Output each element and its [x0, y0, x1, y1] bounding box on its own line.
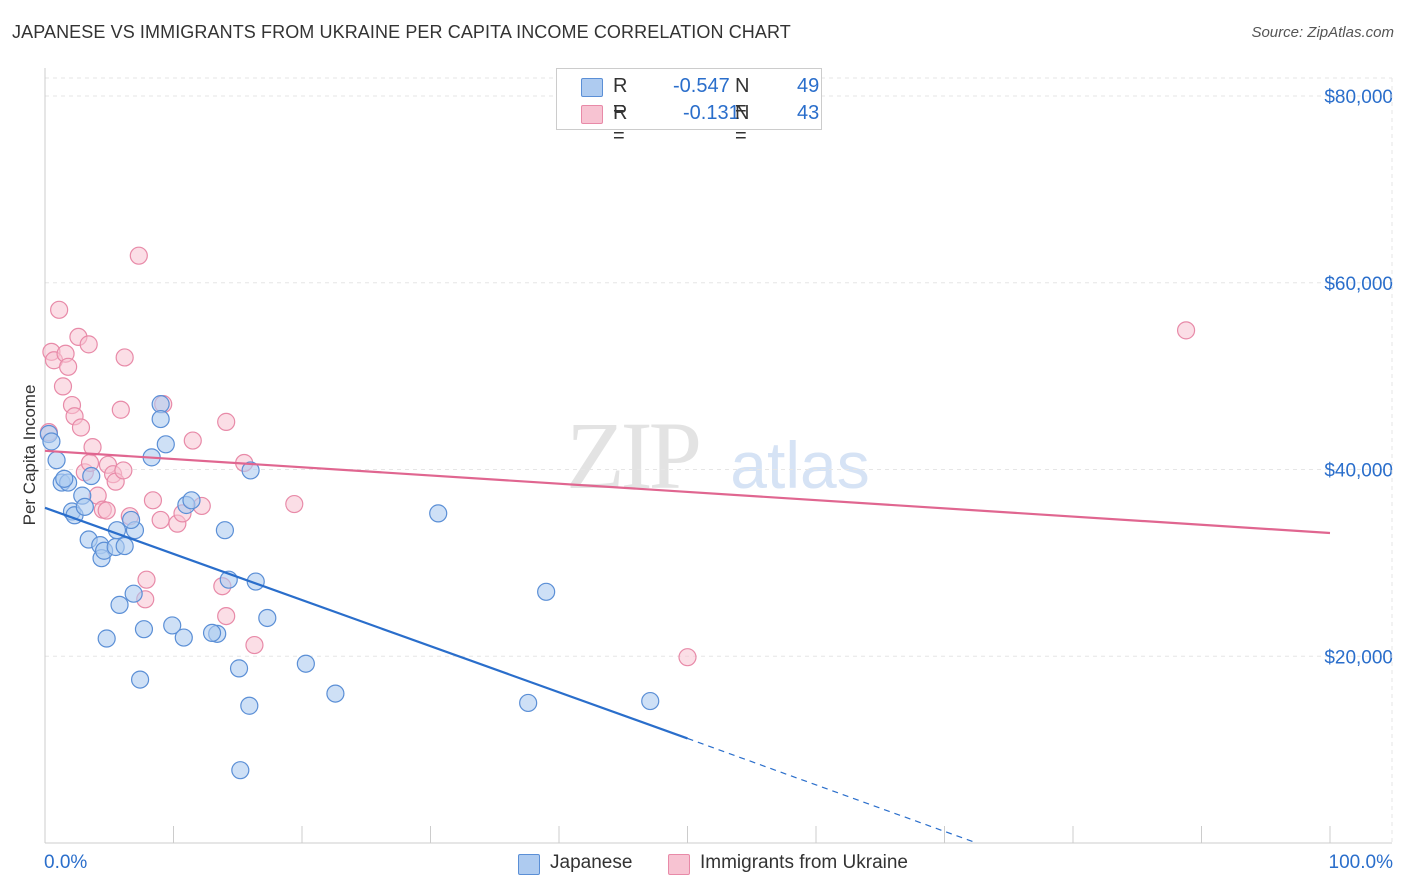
data-point-japanese — [519, 693, 538, 713]
data-point-ukraine — [1176, 321, 1196, 340]
data-point-japanese — [47, 451, 66, 470]
data-point-japanese — [115, 536, 134, 556]
watermark-zip: ZIP — [566, 402, 699, 509]
data-point-japanese — [537, 582, 556, 601]
data-point-japanese — [82, 466, 101, 486]
y-tick-label: $80,000 — [1324, 87, 1393, 108]
bottom-legend-swatch-ukraine — [668, 854, 690, 875]
x-tick-label-min: 0.0% — [44, 852, 87, 873]
y-tick-label: $20,000 — [1324, 647, 1393, 668]
data-point-japanese — [124, 584, 143, 603]
data-point-japanese — [182, 491, 201, 510]
data-point-japanese — [202, 623, 222, 643]
bottom-legend-swatch-japanese — [518, 854, 540, 875]
y-tick-label: $40,000 — [1324, 461, 1393, 482]
legend-n-value-ukraine: 43 — [797, 102, 820, 124]
data-point-ukraine — [129, 246, 148, 265]
data-point-ukraine — [115, 348, 134, 367]
data-point-japanese — [641, 691, 660, 711]
data-point-japanese — [174, 628, 193, 647]
data-point-ukraine — [53, 377, 73, 396]
trend-line-ukraine — [44, 449, 1331, 535]
data-point-japanese — [97, 629, 116, 648]
data-point-ukraine — [50, 300, 69, 319]
data-point-japanese — [121, 510, 141, 530]
legend-r-value-japanese: -0.547 — [673, 75, 730, 97]
trend-line-japanese-extrapolated — [687, 737, 977, 844]
data-point-japanese — [156, 435, 175, 454]
data-point-japanese — [231, 761, 250, 780]
data-point-japanese — [229, 659, 249, 678]
data-point-ukraine — [143, 491, 163, 510]
legend-r-label: R = — [613, 75, 628, 120]
data-point-ukraine — [71, 418, 91, 437]
y-axis-label: Per Capita Income — [20, 385, 39, 526]
data-point-ukraine — [137, 570, 156, 589]
legend-n-label: N = — [735, 102, 750, 147]
y-tick-label: $60,000 — [1324, 274, 1393, 295]
legend-r-label: R = — [613, 102, 628, 147]
data-point-japanese — [163, 616, 182, 635]
data-point-ukraine — [217, 412, 236, 431]
data-point-japanese — [134, 620, 154, 639]
legend-r-value-ukraine: -0.131 — [683, 102, 740, 124]
data-point-ukraine — [217, 606, 236, 626]
data-point-japanese — [42, 432, 61, 451]
data-point-ukraine — [79, 335, 98, 354]
data-point-ukraine — [678, 648, 697, 667]
data-point-japanese — [215, 521, 234, 540]
data-point-japanese — [429, 504, 448, 523]
legend-swatch-japanese — [581, 78, 603, 97]
data-point-japanese — [110, 595, 129, 614]
data-point-japanese — [241, 461, 260, 480]
data-point-ukraine — [183, 431, 202, 450]
data-point-ukraine — [59, 357, 78, 376]
legend-swatch-ukraine — [581, 105, 603, 124]
data-point-ukraine — [111, 400, 130, 419]
chart-title: JAPANESE VS IMMIGRANTS FROM UKRAINE PER … — [12, 22, 791, 42]
source-credit: Source: ZipAtlas.com — [1251, 24, 1394, 41]
data-point-ukraine — [97, 501, 116, 520]
bottom-legend-label-japanese: Japanese — [550, 852, 633, 873]
data-point-japanese — [326, 684, 345, 703]
data-point-japanese — [75, 497, 94, 516]
data-point-japanese — [296, 654, 315, 673]
correlation-legend: R = -0.547 N = 49 R = -0.131 N = 43 — [556, 68, 822, 147]
legend-n-label: N = — [735, 75, 750, 120]
data-point-ukraine — [151, 510, 170, 530]
legend-n-value-japanese: 49 — [797, 75, 820, 97]
data-point-ukraine — [245, 635, 264, 655]
data-point-japanese — [258, 608, 277, 628]
data-point-japanese — [240, 696, 259, 715]
bottom-legend-label-ukraine: Immigrants from Ukraine — [700, 852, 908, 873]
data-point-ukraine — [114, 461, 133, 480]
trend-line-japanese — [44, 506, 688, 740]
data-point-japanese — [55, 469, 74, 488]
x-tick-label-max: 100.0% — [1329, 852, 1394, 873]
data-point-japanese — [151, 409, 170, 429]
data-point-japanese — [130, 670, 150, 689]
watermark-atlas: atlas — [730, 428, 869, 502]
data-point-ukraine — [285, 494, 304, 514]
